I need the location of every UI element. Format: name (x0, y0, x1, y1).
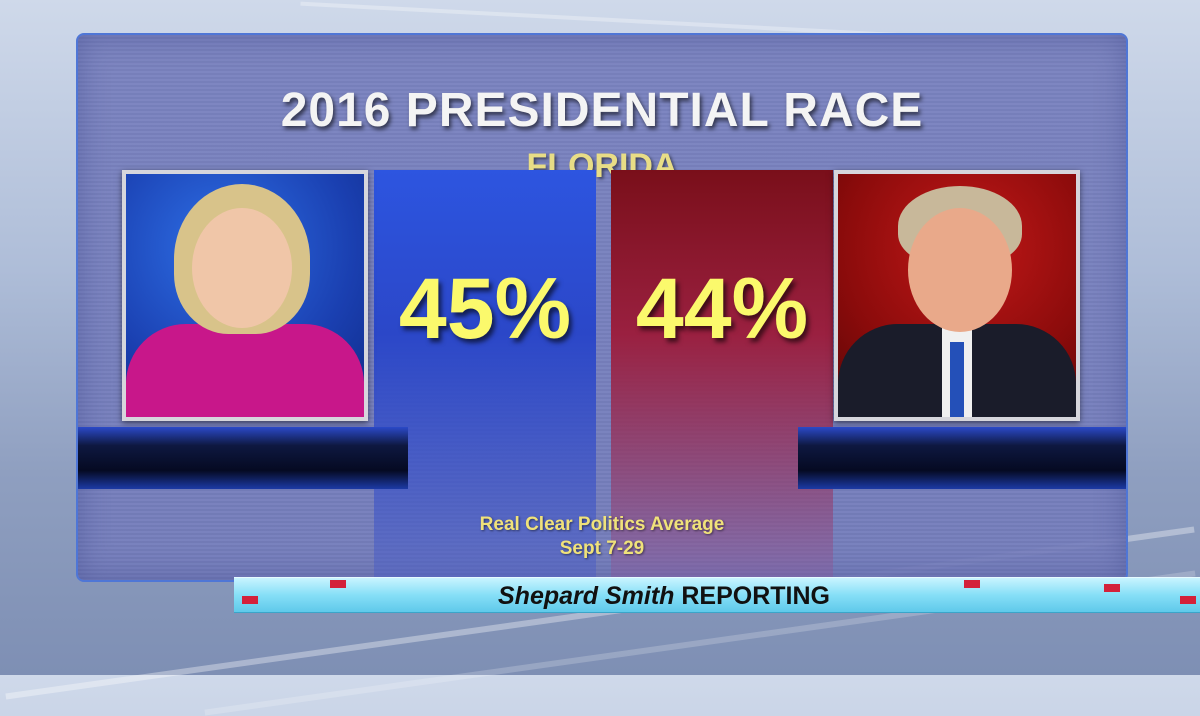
ticker-marker (964, 580, 980, 588)
right-candidate-photo (834, 170, 1080, 421)
show-name: Shepard Smith REPORTING (234, 582, 1094, 611)
right-candidate-face (908, 208, 1012, 332)
ticker-marker (330, 580, 346, 588)
left-candidate-photo (122, 170, 368, 421)
graphic-title: 2016 PRESIDENTIAL RACE (280, 84, 924, 137)
right-candidate-name-band (798, 427, 1126, 489)
left-candidate-jacket (126, 324, 364, 417)
left-candidate-bar (374, 170, 596, 580)
left-candidate-face (192, 208, 292, 328)
poll-date-range: Sept 7-29 (559, 538, 645, 559)
right-candidate-tie (950, 342, 964, 417)
poll-graphic-panel: 2016 PRESIDENTIAL RACE FLORIDA 45% 44% R… (76, 33, 1128, 582)
poll-source-name: Real Clear Politics Average (479, 514, 725, 535)
show-host-name: Shepard Smith (498, 582, 675, 610)
right-candidate-bar (611, 170, 833, 580)
ticker-marker (242, 596, 258, 604)
ticker-marker (1104, 584, 1120, 592)
show-name-suffix: REPORTING (681, 582, 830, 610)
right-candidate-percent: 44% (635, 261, 809, 357)
show-ticker-bar: Shepard Smith REPORTING (234, 577, 1200, 613)
ticker-marker (1180, 596, 1196, 604)
left-candidate-percent: 45% (398, 261, 572, 357)
left-candidate-name-band (78, 427, 408, 489)
poll-source: Real Clear Politics Average Sept 7-29 (78, 513, 1126, 561)
